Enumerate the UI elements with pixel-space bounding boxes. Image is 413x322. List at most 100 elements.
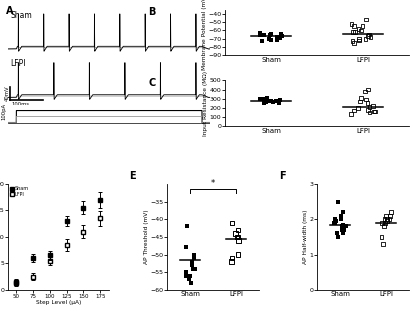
Point — [340, 231, 347, 236]
Point — [387, 210, 394, 215]
Point — [382, 220, 388, 225]
Point — [261, 101, 268, 106]
Point — [362, 89, 368, 94]
Point — [370, 103, 376, 109]
Point — [348, 21, 355, 26]
Point — [381, 217, 388, 222]
Point — [183, 245, 190, 250]
Text: B: B — [148, 7, 156, 17]
Point — [387, 213, 394, 218]
Point — [332, 218, 339, 223]
Point — [235, 227, 242, 232]
Point — [363, 97, 369, 102]
Text: LFPI: LFPI — [10, 59, 26, 68]
Point — [183, 270, 190, 275]
Point — [355, 26, 362, 31]
Point — [356, 38, 362, 43]
Point — [278, 31, 284, 36]
Point — [378, 220, 385, 225]
Point — [384, 218, 390, 223]
Point — [340, 227, 347, 232]
Point — [185, 277, 192, 282]
Point — [351, 108, 357, 113]
Point — [384, 217, 390, 222]
Point — [378, 234, 385, 240]
Text: 40mV: 40mV — [4, 85, 9, 101]
Point — [260, 96, 267, 101]
Point — [268, 31, 274, 36]
Text: 100pA: 100pA — [1, 102, 6, 119]
Point — [371, 109, 378, 114]
Point — [261, 96, 267, 101]
Point — [266, 36, 273, 41]
Point — [188, 262, 195, 268]
Point — [335, 234, 342, 240]
Point — [381, 224, 387, 229]
Point — [267, 33, 274, 38]
Text: *: * — [211, 179, 215, 188]
Text: A: A — [6, 6, 14, 16]
Point — [355, 105, 361, 110]
Point — [359, 24, 366, 29]
Point — [340, 222, 347, 227]
Point — [350, 30, 356, 35]
Point — [343, 224, 349, 229]
Point — [268, 99, 274, 104]
Point — [260, 32, 267, 37]
Point — [186, 273, 193, 278]
Point — [332, 217, 338, 222]
Point — [235, 234, 241, 240]
Point — [192, 266, 198, 271]
Text: C: C — [148, 78, 156, 88]
Y-axis label: AP Half-width (ms): AP Half-width (ms) — [303, 210, 308, 264]
Point — [274, 99, 280, 104]
Point — [331, 220, 338, 225]
Point — [386, 217, 393, 222]
Point — [235, 238, 242, 243]
Point — [335, 199, 341, 204]
Point — [370, 109, 377, 114]
Point — [364, 101, 371, 106]
Point — [331, 220, 338, 225]
Point — [348, 112, 354, 117]
Point — [188, 259, 195, 264]
Point — [351, 40, 357, 45]
Point — [383, 213, 389, 218]
Point — [273, 99, 279, 104]
Point — [266, 98, 273, 103]
Point — [256, 32, 263, 37]
Point — [367, 34, 374, 40]
Point — [351, 30, 358, 35]
Point — [183, 273, 190, 278]
Point — [365, 87, 371, 92]
Point — [277, 34, 283, 40]
Point — [366, 104, 373, 109]
Point — [275, 100, 282, 105]
Point — [190, 266, 197, 271]
Point — [339, 227, 345, 232]
Point — [264, 95, 271, 100]
Point — [278, 34, 285, 39]
Point — [362, 36, 369, 41]
Text: Sham: Sham — [10, 11, 32, 20]
Point — [277, 97, 283, 102]
Point — [261, 98, 268, 103]
Point — [334, 231, 340, 236]
Point — [235, 252, 242, 257]
Point — [365, 34, 371, 39]
Point — [268, 38, 274, 43]
Text: F: F — [279, 171, 286, 181]
Y-axis label: AP Threshold (mV): AP Threshold (mV) — [144, 210, 149, 264]
Point — [184, 224, 190, 229]
Y-axis label: Membrane Potential (mV): Membrane Potential (mV) — [202, 0, 207, 70]
Point — [337, 217, 344, 222]
Point — [233, 234, 240, 240]
Point — [351, 24, 357, 29]
Point — [339, 224, 345, 229]
Point — [263, 100, 269, 105]
Point — [356, 36, 363, 41]
Point — [188, 280, 195, 285]
Point — [273, 34, 280, 40]
Text: 100ms: 100ms — [11, 102, 29, 107]
Point — [191, 255, 197, 260]
